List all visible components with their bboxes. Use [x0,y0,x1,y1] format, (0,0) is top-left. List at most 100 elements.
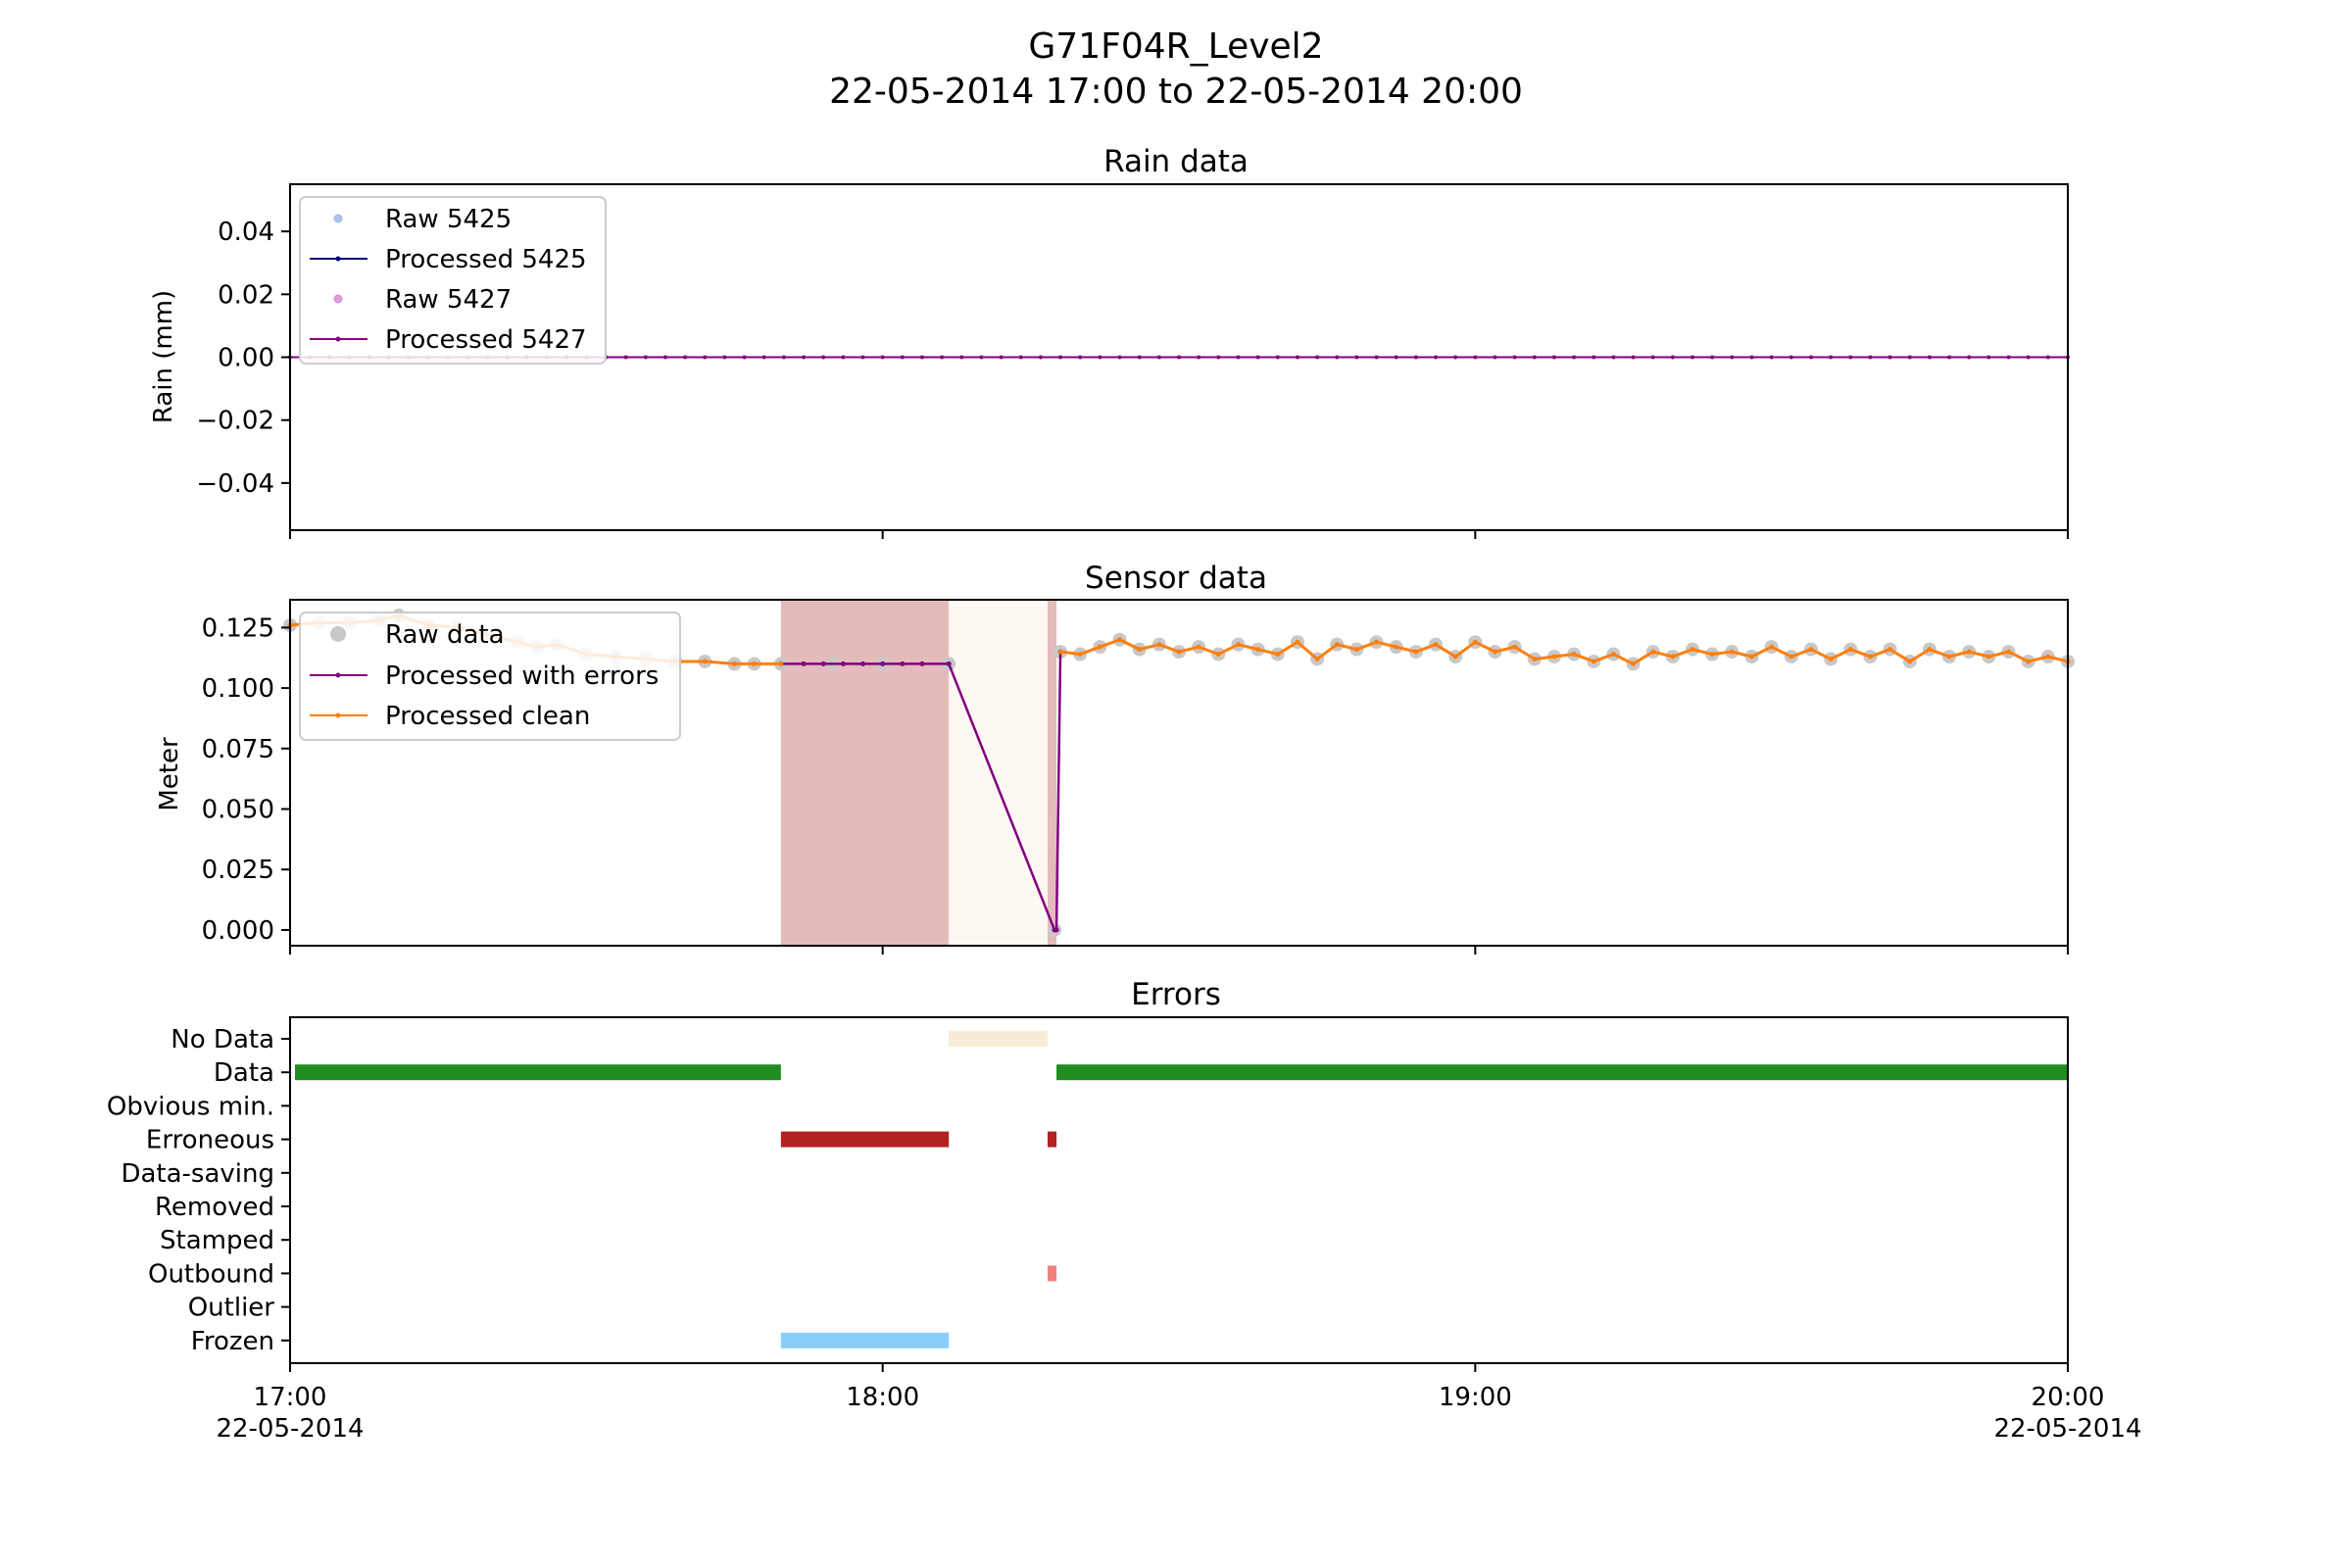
series-processed-5427-point [1848,355,1853,360]
series-processed-5427-point [1730,355,1735,360]
series-processed-5427-point [1197,355,1201,360]
status-bar-frozen [780,1332,950,1348]
processed-clean-point [1077,652,1083,658]
figure-title-line1: G71F04R_Level2 [1028,26,1323,67]
processed-clean-point [1690,647,1695,653]
series-processed-5427-point [1631,355,1636,360]
rain-y-tick-label: 0.02 [218,280,274,310]
processed-clean-point [1847,647,1853,653]
processed-clean-point [1492,649,1497,655]
legend-label-raw-5425: Raw 5425 [385,205,512,234]
series-processed-5427-point [1413,355,1418,360]
processed-clean-point [1215,652,1221,658]
errors-category-label: Obvious min. [107,1092,274,1121]
series-processed-5427-point [1670,355,1675,360]
sensor-span-no-data [949,600,1048,946]
processed-clean-point [1394,644,1399,650]
series-processed-5427-point [1038,355,1043,360]
rain-y-axis-label: Rain (mm) [149,290,178,423]
series-processed-5427-point [1156,355,1161,360]
errors-category-label: Data-saving [121,1159,274,1189]
legend-marker-processed-5427 [335,336,341,342]
series-processed-5427-point [999,355,1004,360]
processed-clean-point [1512,644,1518,650]
series-processed-5427-point [959,355,964,360]
legend-label-raw-data: Raw data [385,620,505,650]
series-processed-5427-point [1611,355,1616,360]
processed-clean-point [2006,649,2012,655]
series-processed-5427-point [1315,355,1320,360]
series-processed-5427-point [742,355,747,360]
status-bar-no-data [949,1031,1048,1047]
series-processed-5427-point [1592,355,1596,360]
processed-with-errors-point [1054,927,1059,933]
legend-marker-raw-5427 [333,294,343,304]
errors-category-label: Frozen [191,1327,274,1356]
processed-clean-point [1117,637,1123,643]
processed-clean-point [2026,659,2032,664]
errors-category-label: Stamped [160,1226,274,1255]
sensor-y-tick-label: 0.125 [202,613,274,643]
series-processed-5427-point [1710,355,1715,360]
processed-clean-point [1532,656,1538,662]
processed-clean-point [1097,644,1102,650]
processed-clean-point [1176,649,1182,655]
legend-marker-processed-5425 [335,256,341,262]
processed-clean-point [1631,661,1637,666]
processed-clean-point [752,661,758,666]
series-processed-5427-point [1808,355,1813,360]
errors-category-label: Outbound [148,1259,274,1289]
status-bar-erroneous [1047,1131,1057,1148]
status-bar-data [295,1064,781,1081]
processed-with-errors-point [860,661,866,666]
processed-with-errors-point [840,661,846,666]
sensor-x-ticks [289,946,2069,955]
status-bar-data [1056,1064,2068,1081]
processed-clean-point [1374,639,1380,645]
series-processed-5427-point [979,355,984,360]
processed-clean-point [1156,642,1162,648]
series-processed-5427-point [1394,355,1398,360]
figure-title-line2: 22-05-2014 17:00 to 22-05-2014 20:00 [829,72,1523,112]
processed-clean-point [1946,654,1952,660]
series-processed-5427-point [1788,355,1793,360]
errors-category-label: Erroneous [146,1126,274,1155]
rain-y-tick-label: −0.04 [196,469,274,499]
processed-clean-point [1433,642,1439,648]
processed-clean-point [1927,647,1933,653]
rain-legend: Raw 5425 Processed 5425 Raw 5427 Process… [299,196,607,365]
processed-with-errors-point [801,661,807,666]
series-processed-5427-point [643,355,648,360]
legend-label-processed-clean: Processed clean [385,702,590,731]
series-processed-5427-point [860,355,865,360]
sensor-y-ticks: 0.125 0.100 0.075 0.050 0.025 0.000 [202,613,290,946]
processed-clean-point [1314,656,1320,662]
x-tick-label: 17:00 [254,1383,327,1412]
processed-clean-point [1295,639,1300,645]
processed-clean-point [1551,654,1557,660]
status-bar-erroneous [780,1131,950,1148]
series-processed-5427-point [1018,355,1023,360]
legend-marker-raw-5425 [333,214,343,223]
errors-axes-frame [289,1016,2069,1364]
processed-clean-point [1769,644,1775,650]
series-processed-5427-point [1117,355,1122,360]
processed-with-errors-point [946,661,952,666]
sensor-y-axis-label: Meter [155,737,184,811]
processed-clean-point [1828,656,1834,662]
series-processed-5427-point [1907,355,1912,360]
series-processed-5427-point [1255,355,1260,360]
sensor-y-tick-label: 0.000 [202,916,274,946]
series-processed-5427-point [880,355,885,360]
series-processed-5427-point [1572,355,1577,360]
series-processed-5427-point [1058,355,1063,360]
rain-panel: Rain data 0.04 0.02 0.00 −0.02 −0.04 Rain (m… [149,144,2070,539]
processed-clean-point [1887,647,1893,653]
x-tick-label: 18:00 [846,1383,919,1412]
sensor-shaded-spans [780,600,1057,946]
rain-x-ticks [289,530,2069,539]
series-processed-5427-point [623,355,628,360]
processed-clean-point [1966,649,1972,655]
sensor-panel: Sensor data 0.125 0.100 0.075 0.050 0.025 0.0… [155,561,2075,955]
